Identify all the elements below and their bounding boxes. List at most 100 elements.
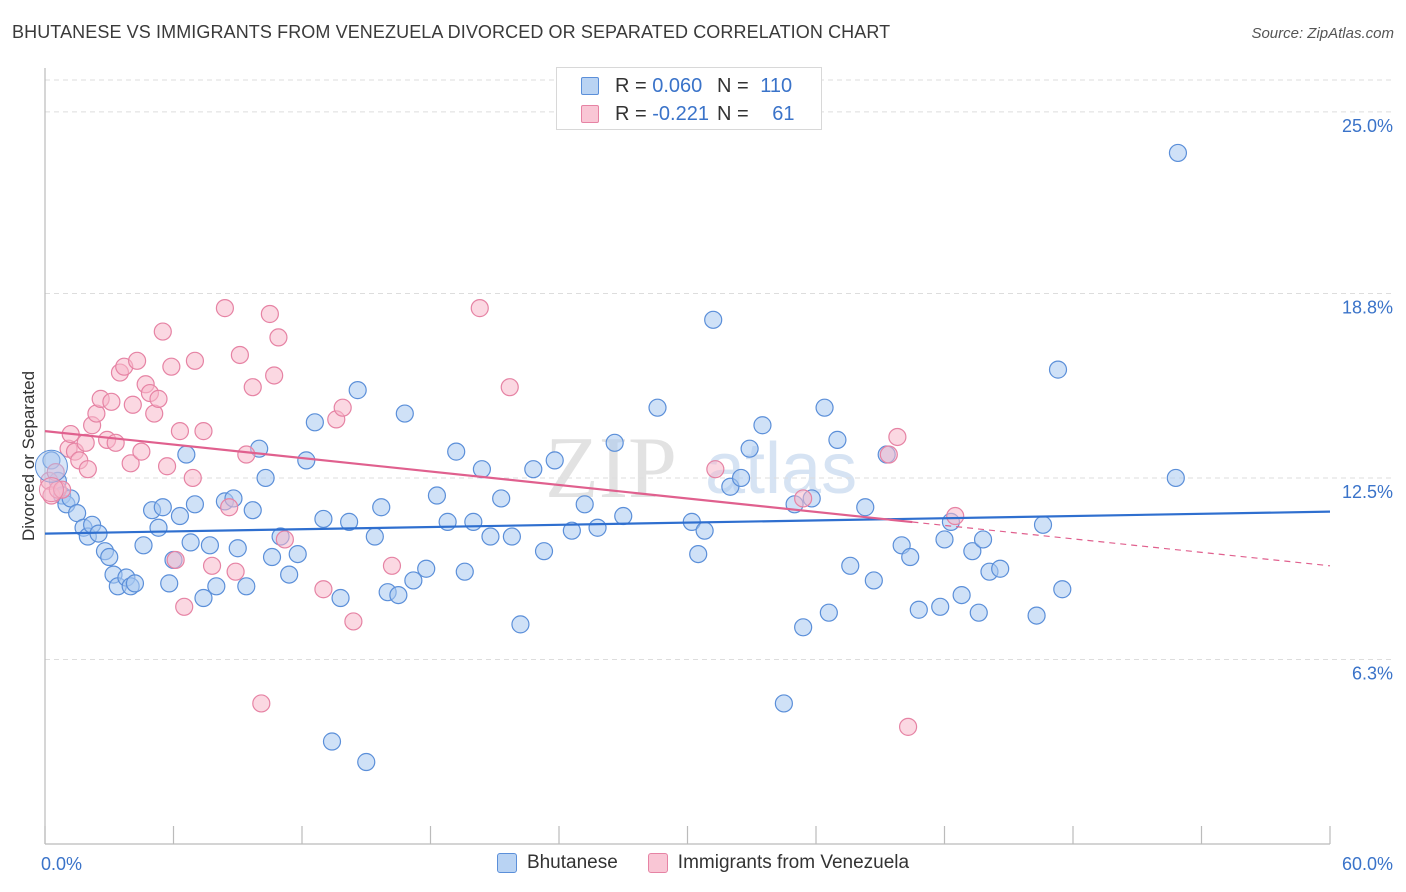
point-bhutanese bbox=[1053, 580, 1072, 599]
y-tick-label: 18.8% bbox=[1342, 297, 1393, 317]
point-venezuela bbox=[237, 445, 256, 464]
point-bhutanese bbox=[794, 618, 813, 637]
point-bhutanese bbox=[856, 498, 875, 517]
point-bhutanese bbox=[973, 530, 993, 549]
point-venezuela bbox=[946, 506, 965, 526]
point-bhutanese bbox=[455, 562, 474, 581]
point-venezuela bbox=[344, 612, 363, 631]
point-venezuela bbox=[123, 395, 142, 414]
point-venezuela bbox=[269, 328, 288, 347]
legend-n-value: 61 bbox=[772, 102, 795, 125]
point-bhutanese bbox=[545, 451, 564, 470]
point-bhutanese bbox=[100, 547, 119, 567]
point-bhutanese bbox=[314, 509, 333, 529]
point-venezuela bbox=[162, 357, 181, 376]
point-bhutanese bbox=[740, 439, 759, 458]
point-venezuela bbox=[794, 489, 813, 508]
legend-item-venezuela: Immigrants from Venezuela bbox=[647, 852, 910, 874]
point-bhutanese bbox=[194, 588, 213, 608]
point-bhutanese bbox=[237, 577, 256, 596]
legend-row-bhutanese: R = 0.060 N = 110 bbox=[581, 73, 792, 99]
point-venezuela bbox=[879, 445, 898, 464]
y-tick-label: 12.5% bbox=[1342, 482, 1393, 502]
trend-line-bhutanese bbox=[44, 510, 1331, 535]
point-bhutanese bbox=[389, 585, 408, 605]
legend-swatch-pink bbox=[581, 105, 599, 123]
series-legend: Bhutanese Immigrants from Venezuela bbox=[0, 852, 1406, 874]
y-tick-label: 25.0% bbox=[1342, 116, 1393, 136]
point-bhutanese bbox=[1033, 515, 1053, 534]
point-bhutanese bbox=[562, 521, 581, 540]
legend-r-label: R = bbox=[615, 74, 647, 97]
point-bhutanese bbox=[969, 603, 988, 622]
point-bhutanese bbox=[262, 547, 282, 567]
point-bhutanese bbox=[322, 732, 342, 751]
point-bhutanese bbox=[357, 752, 376, 772]
point-venezuela bbox=[243, 378, 262, 397]
point-venezuela bbox=[898, 717, 918, 736]
point-venezuela bbox=[53, 480, 72, 499]
point-bhutanese bbox=[207, 577, 226, 596]
point-venezuela bbox=[46, 463, 65, 482]
point-venezuela bbox=[382, 556, 402, 575]
point-venezuela bbox=[220, 498, 239, 517]
trend-line-venezuela bbox=[44, 430, 913, 524]
point-bhutanese bbox=[901, 547, 920, 567]
point-bhutanese bbox=[464, 512, 483, 531]
point-bhutanese bbox=[447, 442, 466, 461]
point-bhutanese bbox=[481, 527, 500, 546]
point-bhutanese bbox=[417, 559, 436, 578]
point-bhutanese bbox=[502, 527, 521, 546]
legend-label-venezuela: Immigrants from Venezuela bbox=[677, 852, 910, 873]
chart-title: BHUTANESE VS IMMIGRANTS FROM VENEZUELA D… bbox=[12, 22, 891, 42]
point-bhutanese bbox=[348, 381, 367, 400]
point-bhutanese bbox=[365, 527, 384, 546]
point-venezuela bbox=[230, 345, 249, 365]
point-venezuela bbox=[888, 427, 907, 447]
point-bhutanese bbox=[689, 544, 708, 564]
legend-swatch-blue bbox=[496, 853, 517, 873]
point-venezuela bbox=[149, 389, 168, 408]
point-bhutanese bbox=[753, 416, 772, 435]
point-venezuela bbox=[265, 366, 284, 385]
legend-n-value: 110 bbox=[760, 74, 793, 97]
point-venezuela bbox=[333, 398, 352, 417]
point-venezuela bbox=[78, 460, 97, 479]
point-venezuela bbox=[175, 597, 194, 616]
point-bhutanese bbox=[648, 398, 667, 417]
point-bhutanese bbox=[963, 542, 982, 561]
legend-r-value: 0.060 bbox=[652, 74, 703, 97]
point-bhutanese bbox=[1166, 468, 1185, 488]
data-points bbox=[34, 143, 1188, 772]
point-bhutanese bbox=[1048, 360, 1068, 379]
point-bhutanese bbox=[331, 588, 350, 608]
point-bhutanese bbox=[288, 544, 307, 564]
point-bhutanese bbox=[588, 518, 607, 537]
legend-swatch-pink bbox=[647, 853, 668, 873]
point-bhutanese bbox=[704, 310, 723, 329]
point-bhutanese bbox=[931, 597, 950, 616]
point-bhutanese bbox=[395, 404, 414, 423]
legend-label-bhutanese: Bhutanese bbox=[526, 852, 618, 873]
point-bhutanese bbox=[614, 506, 633, 526]
point-bhutanese bbox=[605, 433, 624, 452]
point-bhutanese bbox=[404, 571, 423, 590]
point-bhutanese bbox=[534, 542, 554, 561]
point-bhutanese bbox=[492, 489, 511, 508]
point-bhutanese bbox=[280, 565, 299, 584]
point-venezuela bbox=[470, 299, 489, 318]
point-venezuela bbox=[314, 580, 333, 599]
point-venezuela bbox=[102, 392, 121, 411]
point-bhutanese bbox=[935, 530, 954, 549]
point-venezuela bbox=[275, 530, 294, 549]
point-bhutanese bbox=[149, 518, 168, 537]
point-bhutanese bbox=[909, 600, 928, 619]
trend-lines bbox=[44, 430, 1331, 567]
point-bhutanese bbox=[297, 451, 316, 470]
x-tick-label: 0.0% bbox=[41, 854, 82, 874]
point-bhutanese bbox=[575, 495, 594, 514]
legend-item-bhutanese: Bhutanese bbox=[496, 852, 618, 874]
point-venezuela bbox=[121, 454, 140, 473]
point-bhutanese bbox=[819, 603, 838, 622]
